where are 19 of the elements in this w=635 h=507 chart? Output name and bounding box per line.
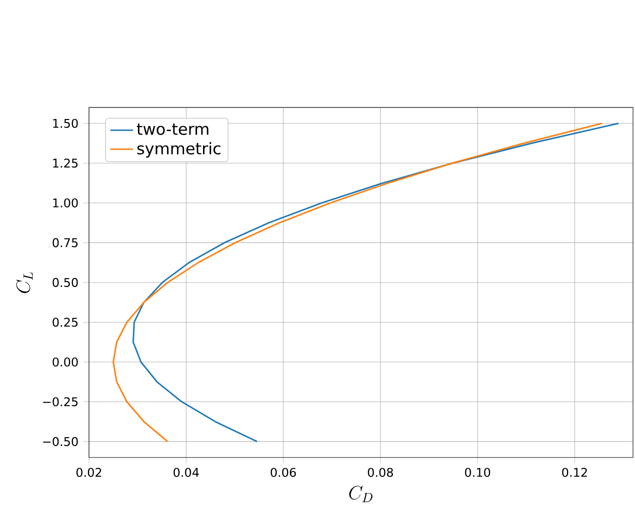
y-axis-title: $C_L$ bbox=[16, 272, 33, 294]
legend-label: two-term bbox=[136, 124, 208, 136]
y-tick-label: 0.25 bbox=[52, 318, 78, 327]
y-tick-label: 0.00 bbox=[52, 358, 78, 367]
y-tick-label: 0.50 bbox=[52, 278, 78, 288]
legend-label: symmetric bbox=[137, 142, 220, 158]
y-tick-label: 1.00 bbox=[53, 198, 78, 208]
y-tick-label: 1.25 bbox=[53, 158, 78, 168]
x-tick-label: 0.06 bbox=[270, 468, 296, 478]
y-tick-label: 0.75 bbox=[52, 238, 78, 248]
x-tick-label: 0.10 bbox=[465, 468, 490, 478]
y-tick-label: −0.50 bbox=[43, 437, 78, 446]
x-tick-label: 0.02 bbox=[76, 468, 102, 478]
y-tick-label: 1.50 bbox=[53, 119, 78, 128]
x-tick-label: 0.04 bbox=[174, 468, 199, 478]
x-tick-label: 0.08 bbox=[368, 468, 393, 478]
x-tick-label: 0.12 bbox=[562, 468, 587, 478]
y-tick-label: −0.25 bbox=[43, 397, 78, 407]
x-axis-title: $C_D$ bbox=[349, 486, 372, 502]
